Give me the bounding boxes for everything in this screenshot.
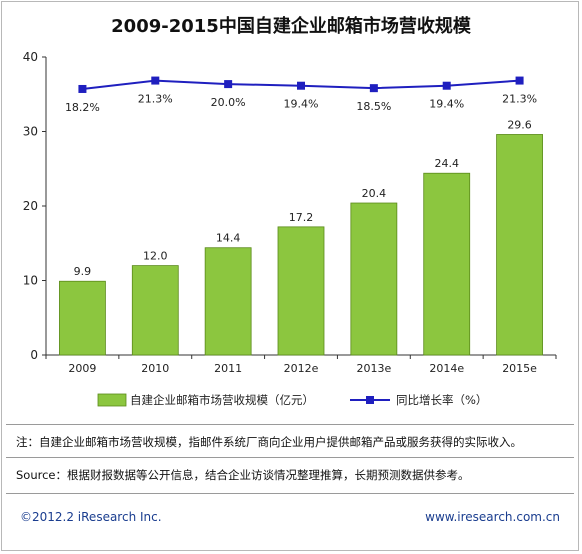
legend-bar-swatch [97, 393, 127, 407]
bar-value-label: 9.9 [74, 265, 92, 278]
bar-value-label: 17.2 [289, 211, 314, 224]
bar [59, 280, 106, 356]
y-tick-label: 30 [23, 125, 38, 139]
bar-value-label: 24.4 [434, 157, 459, 170]
x-tick-label: 2009 [68, 362, 96, 375]
chart-title: 2009-2015中国自建企业邮箱市场营收规模 [111, 16, 471, 37]
bar [277, 226, 325, 356]
line-marker [442, 81, 451, 90]
x-tick-label: 2012e [284, 362, 319, 375]
line-value-label: 18.5% [356, 100, 391, 113]
legend-bar-label: 自建企业邮箱市场营收规模（亿元） [130, 393, 314, 407]
line-marker [297, 81, 305, 90]
line-series: 18.2% 21.3% 20.0% 19.4% 18.5% 19.4% 21.3% [65, 76, 537, 114]
bar-value-label: 14.4 [216, 232, 241, 245]
bar-value-label: 20.4 [362, 187, 387, 200]
line-marker [515, 76, 524, 85]
x-tick-label: 2014e [429, 362, 464, 375]
y-tick-label: 20 [23, 199, 38, 213]
chart-note: 注：自建企业邮箱市场营收规模，指邮件系统厂商向企业用户提供邮箱产品或服务获得的实… [16, 435, 522, 449]
legend-line-marker [366, 396, 374, 404]
line-marker [78, 84, 87, 93]
bar-series: 9.9 12.0 14.4 17.2 20.4 24.4 29.6 [59, 118, 543, 356]
website-link[interactable]: www.iresearch.com.cn [425, 510, 560, 524]
bar-value-label: 12.0 [143, 250, 168, 263]
x-tick-label: 2011 [214, 362, 242, 375]
line-marker [369, 84, 378, 93]
line-value-label: 19.4% [429, 98, 464, 111]
line-value-label: 19.4% [284, 98, 319, 111]
bar-value-label: 29.6 [507, 118, 532, 131]
y-tick-label: 0 [30, 348, 38, 362]
divider-top [6, 424, 574, 425]
line-value-label: 21.3% [502, 93, 537, 106]
divider-middle [6, 457, 574, 458]
line-value-label: 18.2% [65, 101, 100, 114]
chart-source: Source：根据财报数据等公开信息，结合企业访谈情况整理推算，长期预测数据供参… [16, 468, 470, 482]
x-tick-label: 2013e [356, 362, 391, 375]
x-tick-label: 2010 [141, 362, 169, 375]
line-marker [224, 80, 233, 89]
bar [131, 265, 179, 356]
y-tick-label: 40 [23, 50, 38, 64]
line-value-label: 21.3% [138, 93, 173, 106]
legend-line-label: 同比增长率（%） [396, 393, 487, 407]
x-tick-label: 2015e [502, 362, 537, 375]
bar [204, 247, 252, 356]
bar [423, 172, 471, 356]
line-marker [151, 76, 160, 85]
bar [496, 134, 543, 356]
bar [350, 202, 398, 356]
line-value-label: 20.0% [211, 96, 246, 109]
y-tick-label: 10 [23, 274, 38, 288]
chart-axes: 0 10 20 30 40 2009 2010 2011 2012e 2013e 2014e 2015… [23, 50, 557, 375]
divider-bottom [6, 493, 574, 494]
chart-legend: 自建企业邮箱市场营收规模（亿元） 同比增长率（%） [97, 393, 487, 407]
copyright-text: ©2012.2 iResearch Inc. [20, 510, 162, 524]
